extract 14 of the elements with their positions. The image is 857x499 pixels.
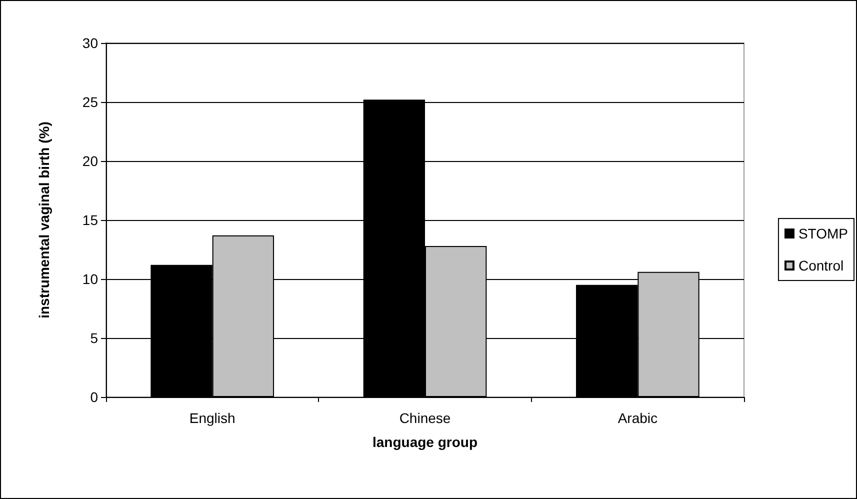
y-tick-label: 25 [82, 94, 98, 110]
x-axis-title: language group [372, 434, 478, 450]
y-tick-label: 5 [90, 330, 98, 346]
legend-label: Control [798, 258, 844, 274]
y-axis-title: instrumental vaginal birth (%) [36, 122, 52, 318]
x-tick-label: English [189, 410, 236, 426]
x-tick-label: Arabic [618, 410, 658, 426]
y-tick-label: 30 [82, 35, 98, 51]
y-tick-label: 0 [90, 389, 98, 405]
legend-label: STOMP [798, 226, 848, 242]
x-tick-label: Chinese [399, 410, 451, 426]
y-tick-label: 15 [82, 212, 98, 228]
y-tick-label: 20 [82, 153, 98, 169]
y-tick-label: 10 [82, 271, 98, 287]
